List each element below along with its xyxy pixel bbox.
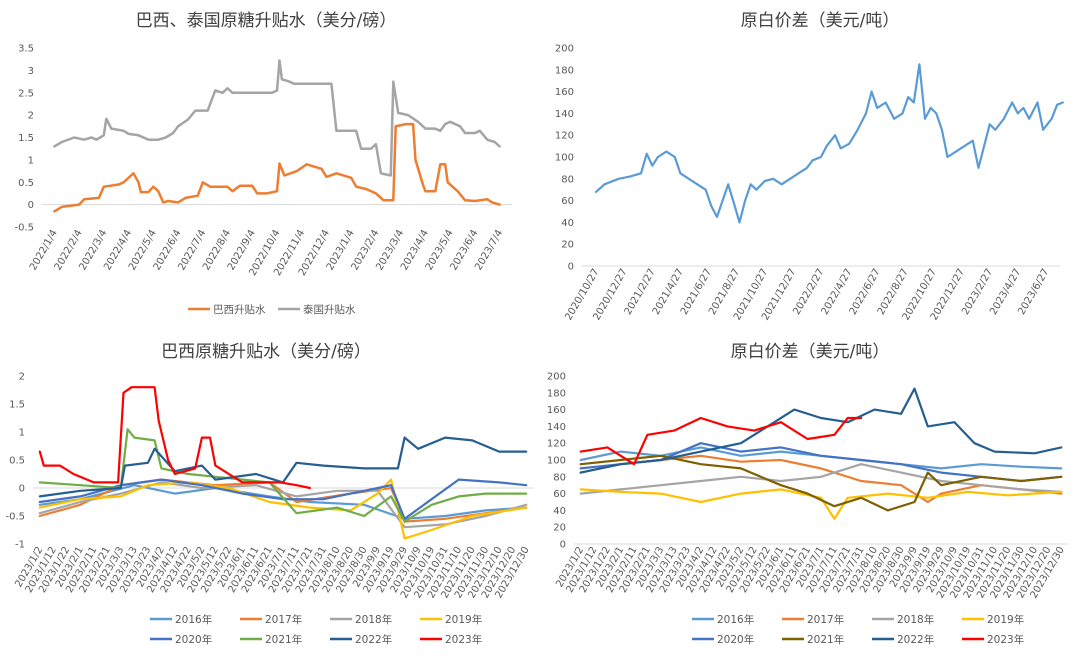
y-tick-label: 0.5: [18, 178, 34, 189]
y-tick-label: -0.5: [14, 223, 34, 234]
legend-label: 巴西升贴水: [213, 303, 266, 316]
y-tick-label: 180: [547, 388, 566, 399]
y-tick-label: 80: [561, 174, 574, 185]
series-line-1: [579, 446, 1063, 470]
legend-label: 2023年: [445, 633, 482, 646]
y-tick-label: 2.5: [18, 88, 34, 99]
chart-1: 巴西、泰国原糖升贴水（美分/磅）-0.500.511.522.533.52022…: [14, 11, 512, 316]
series-line-7: [579, 387, 1063, 474]
chart-title: 巴西、泰国原糖升贴水（美分/磅）: [136, 11, 397, 31]
y-tick-label: 160: [547, 405, 566, 416]
y-tick-label: 160: [555, 87, 574, 98]
legend-label: 2019年: [445, 613, 482, 626]
chart-title: 原白价差（美元/吨）: [741, 11, 900, 31]
legend-label: 2021年: [807, 633, 844, 646]
y-tick-label: 0: [560, 540, 566, 551]
legend-label: 2019年: [987, 613, 1024, 626]
series-line-4: [579, 488, 1063, 520]
legend-label: 2023年: [987, 633, 1024, 646]
legend-label: 2016年: [175, 613, 212, 626]
y-tick-label: 20: [561, 240, 574, 251]
series-line-2: [53, 59, 501, 177]
legend-label: 2017年: [807, 613, 844, 626]
y-tick-label: 140: [547, 422, 566, 433]
y-tick-label: 1: [28, 155, 34, 166]
y-tick-label: 2: [19, 372, 25, 383]
y-tick-label: 0.5: [9, 456, 25, 467]
y-tick-label: 0: [19, 484, 25, 495]
y-tick-label: 200: [555, 44, 574, 55]
y-tick-label: 20: [553, 523, 566, 534]
series-line-1: [595, 63, 1064, 224]
chart-3: 巴西原糖升贴水（美分/磅）-1-0.500.511.522023/1/22023…: [5, 342, 533, 646]
series-line-4: [38, 478, 528, 540]
y-tick-label: 1.5: [9, 400, 25, 411]
series-line-5: [38, 478, 528, 520]
y-tick-label: 100: [555, 153, 574, 164]
series-line-2: [579, 454, 1063, 504]
y-tick-label: 200: [547, 372, 566, 383]
y-tick-label: 120: [555, 131, 574, 142]
y-tick-label: 100: [547, 456, 566, 467]
y-tick-label: 40: [553, 506, 566, 517]
y-tick-label: -1: [15, 540, 25, 551]
y-tick-label: 3.5: [18, 44, 34, 55]
legend-label: 2018年: [897, 613, 934, 626]
y-tick-label: 40: [561, 218, 574, 229]
legend-label: 泰国升贴水: [303, 303, 356, 316]
chart-title: 原白价差（美元/吨）: [731, 342, 890, 362]
y-tick-label: 1.5: [18, 133, 34, 144]
legend-label: 2016年: [717, 613, 754, 626]
y-tick-label: 2: [28, 111, 34, 122]
series-line-6: [579, 454, 1063, 512]
y-tick-label: 0: [568, 262, 574, 273]
legend-label: 2022年: [355, 633, 392, 646]
chart-4: 原白价差（美元/吨） 0 20 40 60 80 100 120 140 160 180 200 202…: [547, 342, 1068, 646]
y-tick-label: 60: [553, 489, 566, 500]
y-tick-label: 140: [555, 109, 574, 120]
legend-label: 2017年: [265, 613, 302, 626]
y-tick-label: 120: [547, 439, 566, 450]
y-tick-label: 3: [28, 66, 34, 77]
chart-title: 巴西原糖升贴水（美分/磅）: [161, 342, 371, 362]
y-tick-label: 80: [553, 472, 566, 483]
series-line-1: [53, 122, 501, 213]
legend-label: 2021年: [265, 633, 302, 646]
y-tick-label: 180: [555, 65, 574, 76]
y-tick-label: 60: [561, 196, 574, 207]
series-line-8: [38, 386, 312, 490]
chart-2: 原白价差（美元/吨）020406080100120140160180200202…: [555, 11, 1064, 322]
legend-label: 2022年: [897, 633, 934, 646]
y-tick-label: 1: [19, 428, 25, 439]
y-tick-label: -0.5: [5, 512, 25, 523]
series-line-8: [579, 416, 863, 466]
legend-label: 2020年: [175, 633, 212, 646]
legend-label: 2018年: [355, 613, 392, 626]
y-tick-label: 0: [28, 200, 34, 211]
legend-label: 2020年: [717, 633, 754, 646]
series-line-6: [38, 428, 528, 523]
series-line-3: [579, 463, 1063, 495]
